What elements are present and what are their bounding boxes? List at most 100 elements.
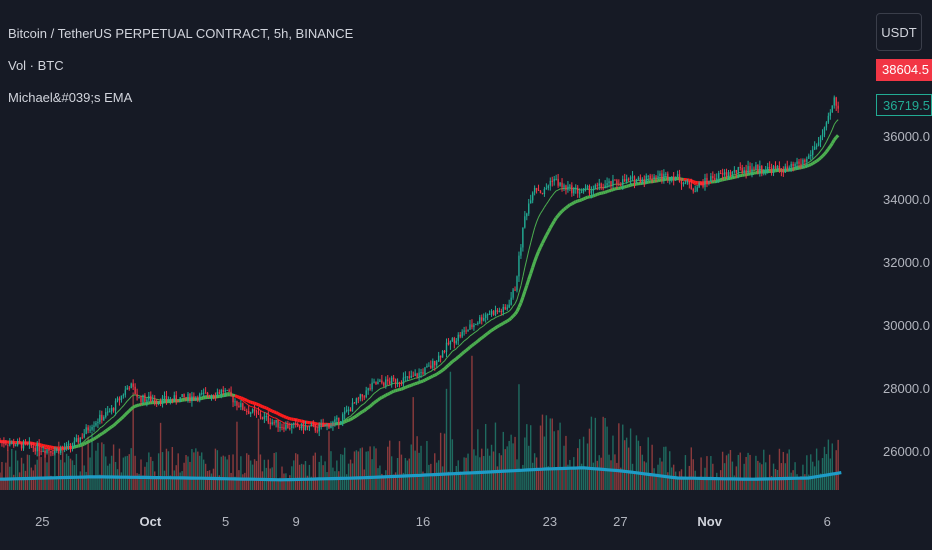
volume-bar: [706, 456, 708, 490]
candle-body: [792, 163, 794, 167]
volume-bar: [191, 449, 193, 490]
volume-bar: [169, 475, 172, 490]
volume-bar: [349, 459, 352, 490]
volume-bar: [248, 454, 250, 490]
volume-bar: [645, 462, 647, 490]
candle-body: [318, 424, 320, 432]
current-price-tag: 36719.5: [876, 94, 932, 116]
candle-body: [473, 324, 475, 328]
candle-body: [191, 396, 193, 402]
ema-fast-segment: [829, 129, 833, 135]
ema-fast-segment: [85, 437, 89, 440]
ema-slow-segment: [449, 360, 454, 365]
ema-slow-segment: [515, 306, 521, 313]
symbol-title[interactable]: Bitcoin / TetherUS PERPETUAL CONTRACT, 5…: [8, 26, 354, 41]
candle-body: [238, 405, 240, 408]
volume-bar: [295, 453, 297, 490]
ema-slow-segment: [548, 223, 554, 229]
candle-body: [281, 427, 283, 429]
candle-body: [598, 183, 600, 186]
ema-fast-segment: [438, 364, 441, 367]
ema-slow-segment: [359, 410, 364, 415]
candle-body: [710, 176, 712, 182]
candle-body: [187, 393, 189, 398]
candle-body: [602, 187, 604, 189]
ema-fast-segment: [495, 316, 498, 319]
volume-bar: [218, 475, 221, 490]
volume-bar: [154, 471, 156, 490]
ema-fast-segment: [479, 326, 483, 329]
ema-slow-segment: [490, 327, 495, 332]
volume-bar: [631, 463, 634, 490]
ema-slow-segment: [821, 153, 826, 158]
ema-slow-segment: [539, 242, 544, 248]
candles: [0, 95, 839, 458]
ema-slow-segment: [817, 156, 822, 161]
candle-body: [735, 170, 738, 173]
volume-bar: [173, 470, 175, 490]
candle-body: [526, 213, 528, 217]
volume-bar: [655, 473, 657, 490]
ema-slow-segment: [261, 405, 265, 409]
candle-body: [201, 393, 203, 395]
volume-bar: [598, 455, 600, 490]
candle-body: [533, 187, 536, 193]
volume-bar: [302, 464, 305, 490]
candle-body: [704, 177, 706, 187]
candle-body: [406, 376, 409, 378]
volume-bar: [177, 453, 179, 490]
ema-fast-segment: [344, 418, 347, 421]
volume-bar: [765, 462, 767, 490]
candle-body: [477, 322, 479, 325]
candle-body: [263, 416, 266, 419]
volume-bar: [381, 473, 383, 490]
currency-button[interactable]: USDT: [876, 13, 922, 51]
candle-body: [702, 183, 704, 187]
ema-fast-segment: [487, 320, 490, 323]
volume-bar: [575, 467, 577, 490]
ema-indicator-label[interactable]: Michael&#039;s EMA: [8, 90, 133, 105]
volume-bar: [199, 455, 201, 490]
candle-body: [759, 166, 761, 172]
ema-fast-segment: [520, 276, 524, 286]
candle-body: [130, 383, 132, 389]
candle-body: [784, 166, 786, 173]
candle-body: [745, 170, 747, 173]
ema-slow-segment: [287, 416, 291, 421]
candle-body: [218, 392, 221, 394]
volume-bar: [306, 475, 309, 490]
candle-body: [257, 412, 260, 414]
candle-body: [22, 441, 25, 449]
ema-fast-segment: [240, 398, 244, 402]
candle-body: [275, 419, 277, 423]
ema-slow-segment: [472, 341, 477, 346]
candle-body: [443, 351, 446, 353]
ema-slow-segment: [825, 148, 830, 153]
candle-body: [69, 443, 72, 447]
candle-body: [85, 427, 87, 434]
ema-slow-segment: [99, 432, 103, 437]
ema-fast-segment: [367, 397, 371, 400]
volume-bar: [768, 454, 771, 490]
ema-slow-segment: [459, 352, 464, 357]
candle-body: [430, 365, 432, 368]
candle-body: [228, 389, 230, 392]
volume-bar: [222, 455, 224, 490]
candle-body: [177, 401, 179, 403]
candle-body: [11, 441, 13, 444]
candle-body: [54, 450, 56, 454]
candle-body: [296, 423, 299, 427]
volume-indicator-label[interactable]: Vol · BTC: [8, 58, 64, 73]
candle-body: [641, 179, 644, 183]
candle-body: [596, 185, 598, 187]
candle-body: [161, 397, 164, 404]
volume-bar: [608, 454, 610, 490]
volume-bar: [618, 423, 620, 490]
ema-slow-segment: [500, 321, 505, 326]
candle-body: [763, 171, 765, 173]
volume-bar: [549, 418, 551, 490]
volume-bar: [616, 462, 618, 490]
candle-body: [663, 173, 665, 180]
candle-body: [353, 402, 356, 404]
